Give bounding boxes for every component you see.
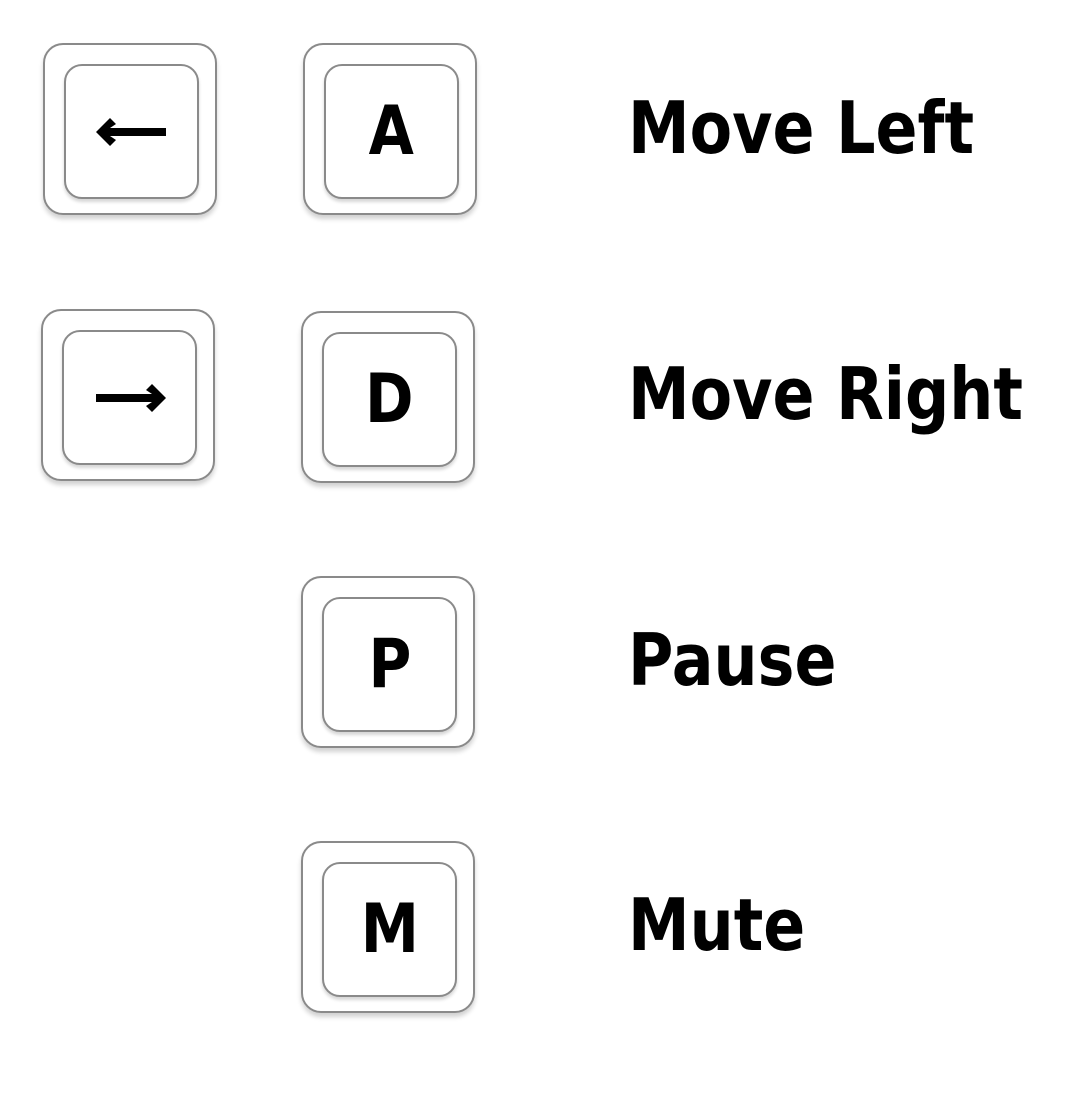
move-right-label: Move Right: [628, 352, 1023, 436]
m-key-cap: M: [322, 862, 457, 997]
left-arrow-key-cap: [64, 64, 199, 199]
d-key-cap: D: [322, 332, 457, 467]
a-key[interactable]: A: [303, 43, 477, 215]
m-key-label: M: [360, 889, 419, 969]
m-key[interactable]: M: [301, 841, 475, 1013]
p-key-label: P: [368, 624, 411, 704]
right-arrow-key[interactable]: [41, 309, 215, 481]
move-left-label: Move Left: [628, 86, 975, 170]
p-key-cap: P: [322, 597, 457, 732]
arrow-left-icon: [95, 117, 166, 146]
d-key-label: D: [365, 359, 414, 439]
p-key[interactable]: P: [301, 576, 475, 748]
a-key-cap: A: [324, 64, 459, 199]
d-key[interactable]: D: [301, 311, 475, 483]
pause-label: Pause: [628, 618, 837, 702]
mute-label: Mute: [628, 883, 806, 967]
left-arrow-key[interactable]: [43, 43, 217, 215]
a-key-label: A: [368, 91, 415, 171]
arrow-right-icon: [95, 383, 166, 412]
right-arrow-key-cap: [62, 330, 197, 465]
